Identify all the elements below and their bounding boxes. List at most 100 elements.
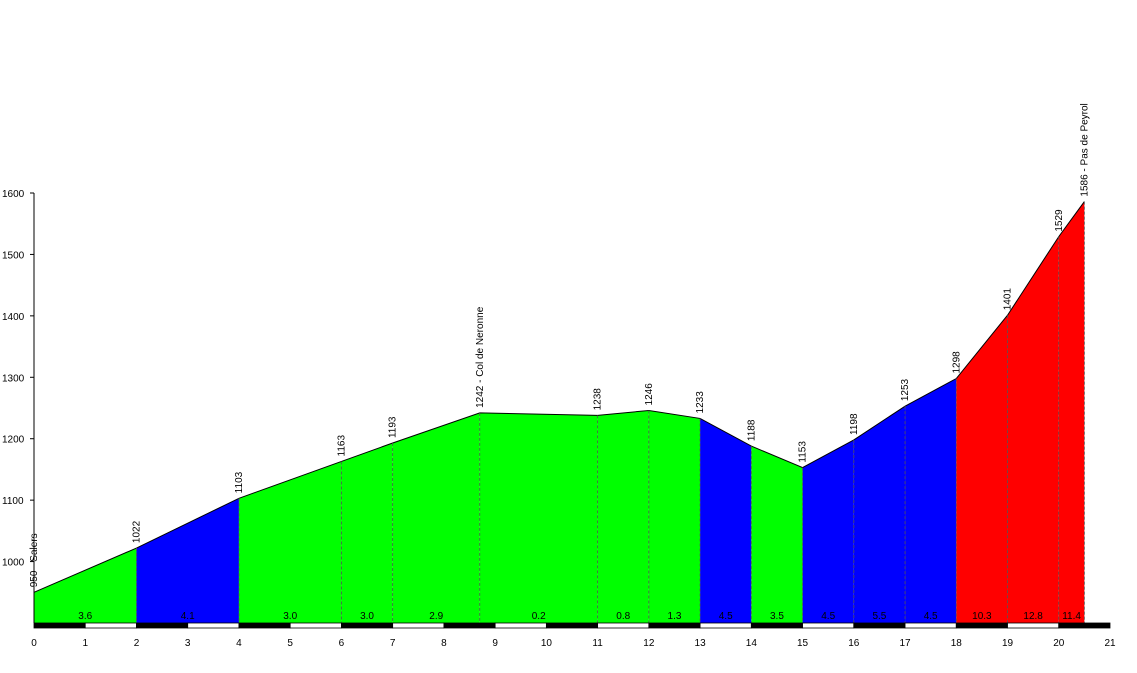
elevation-annotation: 1253 xyxy=(900,378,911,401)
x-tick-label: 5 xyxy=(287,638,293,649)
elevation-annotation: 1153 xyxy=(798,441,809,463)
elevation-annotation: 1529 xyxy=(1054,209,1065,232)
x-tick-label: 15 xyxy=(797,638,809,649)
x-tick-label: 8 xyxy=(441,638,447,649)
elevation-annotation: 1198 xyxy=(849,413,860,435)
y-axis-ticks: 1000 1100 1200 1300 1400 1500 1600 xyxy=(2,189,34,569)
y-tick-label: 1500 xyxy=(2,250,25,261)
distance-bar-block xyxy=(802,622,855,629)
elevation-annotation: 1022 xyxy=(131,520,142,543)
segment-area xyxy=(392,412,480,623)
segment-area xyxy=(1058,201,1085,623)
gradient-label: 0.2 xyxy=(532,611,546,622)
x-tick-label: 6 xyxy=(339,638,345,649)
distance-bar-block xyxy=(597,622,650,629)
distance-bar-block xyxy=(443,622,496,629)
elevation-annotation: 1401 xyxy=(1003,288,1014,311)
gradient-label: 11.4 xyxy=(1062,611,1081,622)
x-tick-label: 17 xyxy=(899,638,911,649)
y-tick-label: 1400 xyxy=(2,312,25,323)
segment-area xyxy=(34,548,137,623)
segment-area xyxy=(341,443,393,623)
distance-bar-block xyxy=(699,622,752,629)
y-tick-label: 1300 xyxy=(2,373,25,384)
segment-area xyxy=(479,412,598,623)
distance-bar-block xyxy=(955,622,1008,629)
distance-bar-block xyxy=(238,622,291,629)
segment-area xyxy=(751,446,803,623)
segment-area xyxy=(1007,236,1059,623)
x-tick-label: 11 xyxy=(592,638,603,649)
x-tick-label: 0 xyxy=(31,638,37,649)
x-tick-label: 4 xyxy=(236,638,242,649)
elevation-annotation: 1586 - Pas de Peyrol xyxy=(1079,103,1090,196)
distance-bar-block xyxy=(853,622,906,629)
elevation-annotation: 1188 xyxy=(746,419,757,441)
elevation-annotation: 1103 xyxy=(234,471,245,493)
gradient-label: 4.5 xyxy=(821,611,835,622)
gradient-label: 12.8 xyxy=(1023,611,1043,622)
y-tick-label: 1000 xyxy=(2,558,25,569)
elevation-annotation: 1242 - Col de Neronne xyxy=(475,306,486,408)
x-tick-label: 2 xyxy=(134,638,140,649)
segment-area xyxy=(956,315,1008,623)
y-tick-label: 1200 xyxy=(2,435,25,446)
segment-area xyxy=(802,439,854,623)
segment-area xyxy=(136,498,239,623)
elevation-annotation: 1246 xyxy=(644,383,655,406)
distance-bar-block xyxy=(341,622,394,629)
gradient-label: 3.6 xyxy=(78,611,92,622)
x-tick-label: 1 xyxy=(82,638,88,649)
gradient-label: 3.0 xyxy=(360,611,374,622)
segment-area xyxy=(700,418,752,623)
x-tick-label: 12 xyxy=(643,638,655,649)
distance-bar-block xyxy=(289,622,342,629)
elevation-annotations: 950 - Salers 1022 1103 1163 1193 1242 - Col d… xyxy=(29,103,1090,587)
segment-area xyxy=(238,461,342,623)
distance-bar-block xyxy=(545,622,599,629)
elevation-annotation: 1193 xyxy=(388,416,399,438)
distance-bar-block xyxy=(750,622,803,629)
gradient-label: 1.3 xyxy=(668,611,682,622)
segment-area xyxy=(648,410,701,623)
distance-bar-block xyxy=(648,622,701,629)
distance-bar-block xyxy=(84,622,137,629)
gradient-label: 4.5 xyxy=(924,611,938,622)
x-tick-label: 19 xyxy=(1002,638,1014,649)
gradient-labels: 3.6 4.1 3.0 3.0 2.9 0.2 0.8 1.3 4.5 3.5 4.5 5.5 4.5 1… xyxy=(78,611,1081,622)
distance-bar-block xyxy=(494,622,547,629)
x-tick-label: 20 xyxy=(1053,638,1065,649)
gradient-label: 4.1 xyxy=(181,611,195,622)
distance-bar-block xyxy=(1007,622,1060,629)
distance-bar-block xyxy=(136,622,189,629)
segment-area xyxy=(597,410,649,623)
gradient-segments xyxy=(34,201,1085,623)
elevation-annotation: 1163 xyxy=(336,435,347,457)
segment-area xyxy=(905,378,957,623)
gradient-label: 3.0 xyxy=(283,611,297,622)
gradient-label: 3.5 xyxy=(770,611,784,622)
y-tick-label: 1100 xyxy=(2,496,24,507)
x-axis-ticks: 0 1 2 3 4 5 6 7 8 9 10 11 12 13 14 15 16 17 18 19 20 21 xyxy=(31,638,1116,649)
distance-bar-block xyxy=(33,622,86,629)
x-tick-label: 13 xyxy=(695,638,707,649)
elevation-annotation: 950 - Salers xyxy=(29,533,40,587)
x-tick-label: 10 xyxy=(541,638,553,649)
distance-bar-block xyxy=(904,622,957,629)
elevation-annotation: 1298 xyxy=(951,351,962,374)
x-tick-label: 7 xyxy=(390,638,396,649)
x-tick-label: 21 xyxy=(1104,638,1116,649)
gradient-label: 2.9 xyxy=(429,611,443,622)
y-tick-label: 1600 xyxy=(2,189,25,200)
distance-bar-block xyxy=(187,622,240,629)
gradient-label: 10.3 xyxy=(972,611,992,622)
segment-area xyxy=(853,406,906,623)
x-tick-label: 14 xyxy=(746,638,758,649)
gradient-label: 0.8 xyxy=(616,611,630,622)
gradient-label: 4.5 xyxy=(719,611,733,622)
x-tick-label: 18 xyxy=(951,638,963,649)
elevation-annotation: 1238 xyxy=(593,388,604,411)
x-tick-label: 9 xyxy=(492,638,498,649)
distance-bar xyxy=(33,622,1111,629)
